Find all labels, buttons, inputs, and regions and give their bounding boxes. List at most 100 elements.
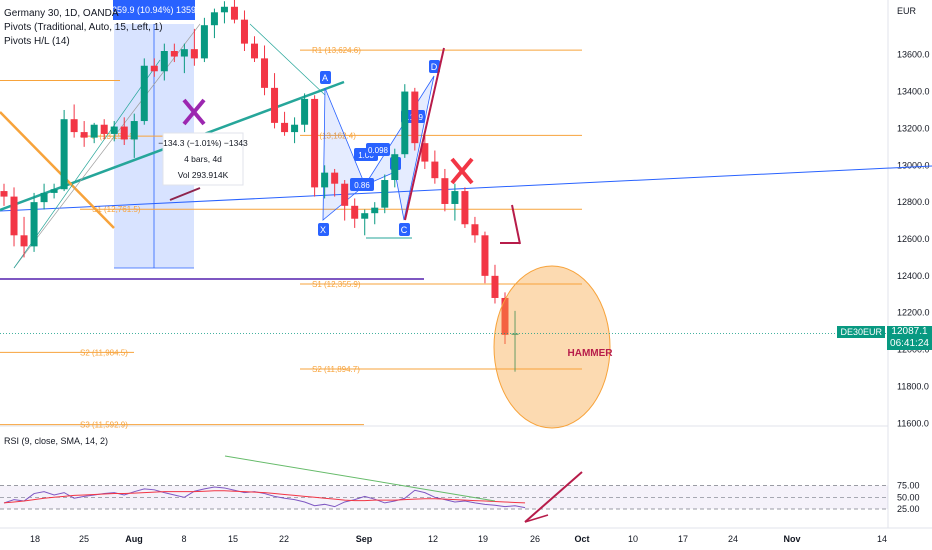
channel-line — [13, 23, 201, 269]
pattern-point-label: A — [322, 73, 328, 83]
rsi-sma-line — [3, 490, 526, 504]
candle-body — [220, 6, 228, 13]
candle-body — [210, 12, 218, 26]
candle-body — [100, 124, 108, 134]
candle-body — [130, 121, 138, 140]
last-price-tag: 12087.1 — [887, 326, 932, 338]
time-tick-label: 14 — [877, 534, 887, 544]
candle-body — [401, 91, 409, 155]
candle-body — [40, 192, 48, 203]
time-tick-label: 26 — [530, 534, 540, 544]
time-tick-label: 22 — [279, 534, 289, 544]
measure-label: 1359.9 (10.94%) 13599 — [107, 5, 201, 15]
orange-trendline — [0, 111, 115, 229]
candle-body — [261, 58, 269, 88]
axis-currency-label: EUR — [897, 6, 917, 16]
candle-body — [421, 143, 429, 162]
candle-body — [90, 124, 98, 138]
candle-body — [160, 51, 168, 72]
time-tick-label: 15 — [228, 534, 238, 544]
candle-body — [170, 51, 178, 57]
time-tick-label: 19 — [478, 534, 488, 544]
time-tick-label: 8 — [181, 534, 186, 544]
candle-body — [30, 202, 38, 247]
candle-body — [240, 19, 248, 44]
time-tick-label: 25 — [79, 534, 89, 544]
candle-body — [331, 172, 339, 184]
candle-body — [230, 6, 238, 20]
candle-body — [321, 172, 329, 188]
rsi-breakout-line — [524, 471, 583, 523]
rsi-tick-label: 25.00 — [897, 504, 920, 514]
price-tick-label: 13400.0 — [897, 87, 930, 97]
measure2-line3: Vol 293.914K — [178, 170, 229, 180]
measure2-line2: 4 bars, 4d — [184, 154, 222, 164]
time-tick-label: Nov — [783, 534, 800, 544]
candle-body — [411, 91, 419, 144]
candle-body — [361, 213, 369, 219]
candle-body — [511, 333, 519, 335]
red-trendline — [404, 47, 445, 221]
candle-body — [271, 87, 279, 123]
candle-body — [381, 180, 389, 208]
candle-body — [251, 43, 258, 59]
pattern-point-badge — [429, 60, 440, 73]
price-tick-label: 13000.0 — [897, 160, 930, 170]
pivot-level-label: S1 (12,355.9) — [312, 280, 361, 289]
candle-body — [481, 235, 489, 276]
rsi-trendline — [224, 455, 496, 502]
pivot-level-label: S1 (12,761.5) — [92, 205, 141, 214]
candle-body — [80, 132, 88, 138]
pivot-level-label: R1 (13,624.6) — [312, 46, 361, 55]
candle-body — [180, 49, 188, 57]
rsi-label: RSI (9, close, SMA, 14, 2) — [4, 436, 108, 446]
rsi-tick-label: 50.00 — [897, 492, 920, 502]
candle-body — [10, 196, 18, 236]
price-tick-label: 12600.0 — [897, 234, 930, 244]
pattern-ratio-label: 1.00 — [358, 151, 374, 160]
candle-body — [50, 189, 58, 193]
price-tick-label: 12200.0 — [897, 308, 930, 318]
candle-body — [140, 65, 148, 122]
symbol-tag: DE30EUR — [837, 326, 885, 338]
candle-body — [491, 275, 499, 298]
countdown-tag: 06:41:24 — [887, 338, 932, 350]
hammer-label: HAMMER — [568, 348, 614, 359]
pivot-level-label: S2 (11,984.5) — [80, 348, 128, 357]
pattern-point-label: D — [431, 62, 438, 72]
hammer-highlight — [493, 265, 611, 429]
indicator-pivots-hl-label[interactable]: Pivots H/L (14) — [4, 36, 70, 47]
pattern-point-label: C — [401, 225, 408, 235]
time-tick-label: 10 — [628, 534, 638, 544]
pattern-point-badge — [320, 71, 331, 84]
pattern-point-label: X — [320, 225, 326, 235]
measure-label-bg — [113, 0, 195, 20]
candle-body — [351, 205, 359, 219]
cross-mark — [182, 98, 206, 126]
candle-body — [451, 191, 459, 204]
candle-body — [431, 161, 439, 179]
time-tick-label: 17 — [678, 534, 688, 544]
pattern-ratio-label: 0.098 — [368, 146, 389, 155]
rsi-tick-label: 75.00 — [897, 481, 920, 491]
price-tick-label: 12400.0 — [897, 271, 930, 281]
pattern-point-badge — [399, 223, 410, 236]
chart-title: Germany 30, 1D, OANDA — [4, 8, 119, 19]
candle-body — [341, 183, 349, 206]
indicator-pivots-label[interactable]: Pivots (Traditional, Auto, 15, Left, 1) — [4, 22, 163, 33]
candle-body — [471, 224, 479, 236]
measure2-box — [162, 132, 244, 186]
pattern-ratio-badge — [366, 143, 390, 156]
candle-body — [501, 297, 509, 335]
time-tick-label: 18 — [30, 534, 40, 544]
candle-body — [441, 178, 449, 204]
small-arrow-line — [169, 187, 201, 201]
red-mark — [511, 204, 521, 245]
candle-body — [120, 126, 128, 140]
candle-body — [150, 65, 158, 72]
price-tick-label: 11800.0 — [897, 381, 929, 391]
time-tick-label: Oct — [574, 534, 589, 544]
candle-body — [60, 119, 68, 190]
channel-line — [249, 23, 326, 96]
